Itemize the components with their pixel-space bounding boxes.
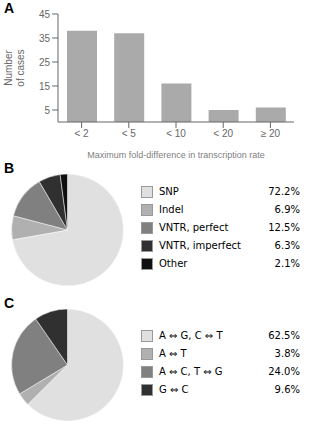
html-text:24.0%: 24.0%: [268, 366, 300, 377]
html-text:3.8%: 3.8%: [274, 348, 300, 359]
html-text:G ⇔ C: G ⇔ C: [159, 384, 189, 395]
html-text:62.5%: 62.5%: [268, 330, 300, 341]
html-text:A ⇔ C, T ⇔ G: A ⇔ C, T ⇔ G: [159, 366, 223, 377]
html-text:72.2%: 72.2%: [268, 186, 300, 197]
svg-text:25: 25: [39, 57, 51, 68]
html-text:Other: Other: [159, 258, 188, 269]
svg-text:Maximum fold-difference in tra: Maximum fold-difference in transcription…: [87, 150, 264, 160]
svg-text:< 10: < 10: [166, 128, 186, 139]
html-text:6.3%: 6.3%: [274, 240, 300, 251]
html-text:VNTR, imperfect: VNTR, imperfect: [159, 240, 241, 251]
svg-text:15: 15: [39, 81, 51, 92]
html-text:B: B: [4, 160, 15, 176]
html-text:VNTR, perfect: VNTR, perfect: [159, 222, 229, 233]
svg-text:≥ 20: ≥ 20: [261, 128, 281, 139]
html-text:A ⇔ T: A ⇔ T: [159, 348, 187, 359]
svg-text:< 5: < 5: [122, 128, 137, 139]
html-text:A: A: [4, 0, 15, 16]
svg-text:< 2: < 2: [75, 128, 90, 139]
html-text:12.5%: 12.5%: [268, 222, 300, 233]
html-text:2.1%: 2.1%: [274, 258, 300, 269]
svg-text:< 20: < 20: [213, 128, 233, 139]
html-text:C: C: [4, 295, 15, 311]
html-text:9.6%: 9.6%: [274, 384, 300, 395]
html-text:Indel: Indel: [159, 204, 184, 215]
html-text:SNP: SNP: [159, 186, 179, 197]
html-text:6.9%: 6.9%: [274, 204, 300, 215]
svg-text:45: 45: [39, 9, 51, 20]
svg-text:35: 35: [39, 33, 51, 44]
svg-text:Numberof cases: Numberof cases: [8, 49, 26, 86]
html-text:A ⇔ G, C ⇔ T: A ⇔ G, C ⇔ T: [159, 330, 223, 341]
svg-text:5: 5: [44, 105, 50, 116]
